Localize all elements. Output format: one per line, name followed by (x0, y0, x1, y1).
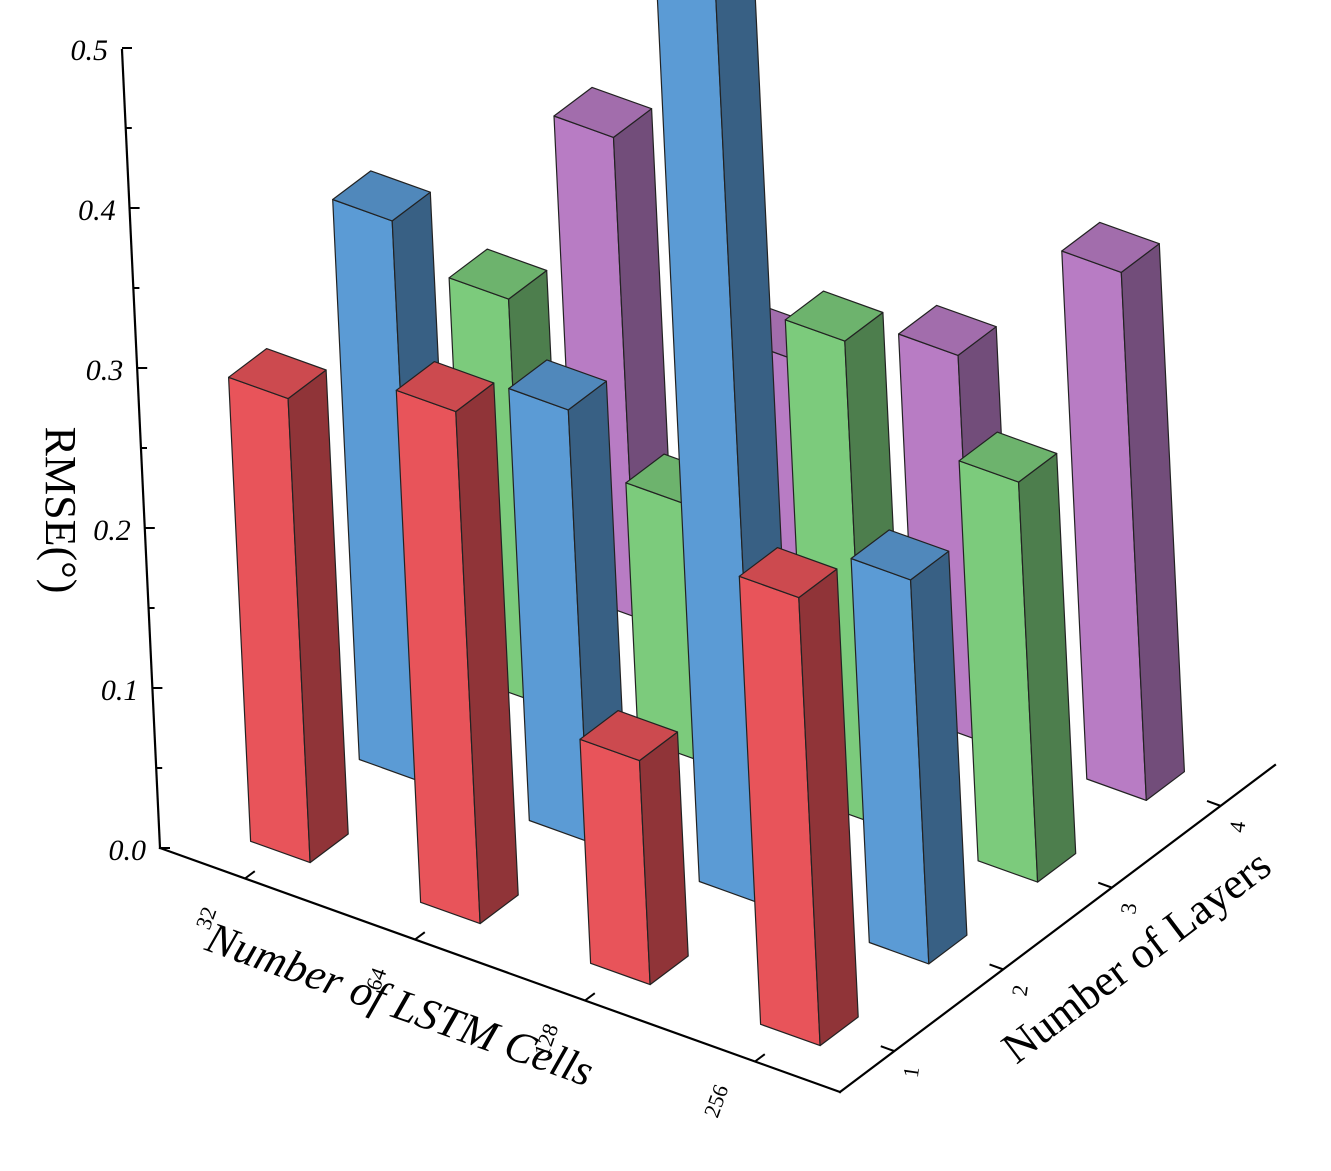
bar-cells-256-layers-1 (738, 546, 859, 1047)
bar-face-top (897, 304, 997, 356)
z-tick-label: 0.5 (71, 34, 109, 67)
bar-face-top (784, 290, 884, 342)
bars-layer (228, 0, 1186, 1047)
bar-cells-32-layers-1 (228, 348, 349, 864)
z-tick-label: 0.3 (86, 354, 124, 387)
y-tick (880, 1045, 895, 1053)
bar-face-top (508, 359, 608, 411)
z-tick-label: 0.1 (101, 674, 139, 707)
x-tick-label: 256 (699, 1081, 734, 1121)
bar-face-top (448, 248, 548, 300)
bar-face-top (553, 86, 653, 138)
x-tick (584, 992, 596, 1002)
y-tick (989, 963, 1004, 971)
y-tick-label: 4 (1224, 820, 1250, 834)
z-tick-label: 0.2 (93, 514, 131, 547)
y-tick (1097, 881, 1113, 889)
bar-cells-256-layers-4 (1061, 221, 1186, 802)
bar-face-top (958, 431, 1058, 483)
z-tick-label: 0.4 (78, 194, 116, 227)
bar-face-top (228, 348, 327, 400)
bar-face-front (656, 0, 760, 904)
x-tick (414, 931, 426, 941)
z-axis-title: RMSE(°) (36, 427, 85, 594)
x-axis-title: Number of LSTM Cells (199, 912, 600, 1096)
bar-cells-256-layers-2 (850, 529, 968, 965)
bar-face-top (1061, 221, 1160, 273)
bar-face-top (738, 546, 838, 599)
bar-cells-256-layers-3 (958, 431, 1077, 883)
bar-face-top (332, 170, 431, 222)
x-tick (754, 1053, 766, 1063)
bar-cells-64-layers-1 (395, 361, 519, 925)
bar-face-top (579, 709, 679, 762)
y-tick-label: 2 (1007, 983, 1033, 997)
x-tick (244, 870, 256, 880)
bar-face-front (579, 738, 651, 986)
y-tick-label: 1 (898, 1065, 924, 1079)
z-tick-label: 0.0 (109, 834, 147, 867)
bar-face-top (395, 361, 495, 413)
bar-cells-128-layers-1 (579, 709, 689, 986)
y-axis-line (838, 763, 1277, 1094)
y-tick-label: 3 (1115, 901, 1141, 915)
y-tick (1206, 800, 1221, 807)
bar-face-top (850, 529, 950, 581)
x-axis-line (158, 846, 842, 1094)
